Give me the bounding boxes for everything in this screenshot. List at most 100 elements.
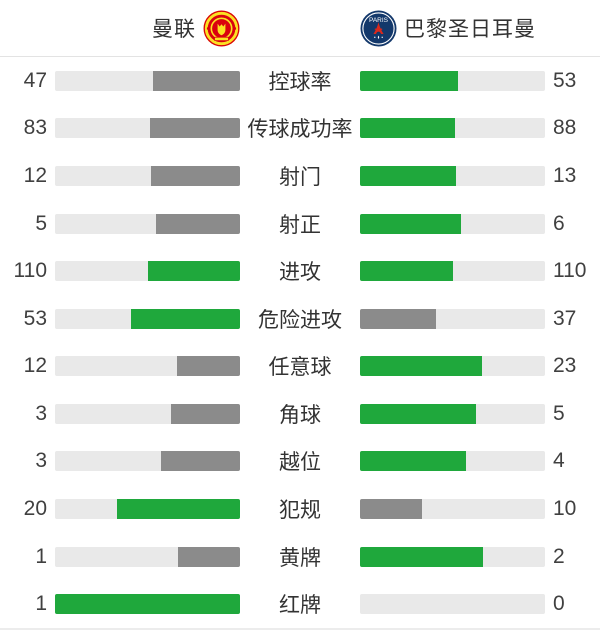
stat-row: 83 传球成功率 88: [0, 105, 600, 153]
home-stat-value: 12: [23, 354, 47, 378]
away-stat-bar-fill: [360, 308, 437, 329]
stat-row: 20 犯规 10: [0, 485, 600, 533]
home-stat-bar: [55, 594, 240, 615]
home-stat-bar: [55, 165, 240, 186]
stat-label: 任意球: [268, 356, 332, 380]
home-stat-bar: [55, 308, 240, 329]
home-stat-value: 1: [35, 544, 47, 568]
home-stat-value: 3: [35, 449, 47, 473]
home-stat-bar: [55, 403, 240, 424]
stat-row: 5 射正 6: [0, 200, 600, 248]
home-stat-bar-fill: [176, 356, 240, 377]
away-stat-value: 13: [553, 163, 577, 187]
away-stat-bar: [360, 118, 545, 139]
away-stat-bar-fill: [360, 261, 453, 282]
away-stat-value: 5: [553, 401, 565, 425]
home-stat-bar: [55, 546, 240, 567]
away-stat-value: 53: [553, 68, 577, 92]
home-stat-value: 53: [23, 306, 47, 330]
home-stat-bar-fill: [178, 546, 240, 567]
away-stat-value: 4: [553, 449, 565, 473]
away-stat-value: 110: [553, 259, 587, 283]
away-stat-bar-fill: [360, 403, 476, 424]
home-stat-bar-fill: [160, 451, 240, 472]
stat-label: 危险进攻: [258, 308, 342, 332]
home-stat-bar: [55, 70, 240, 91]
stat-row: 12 任意球 23: [0, 342, 600, 390]
stat-label: 传球成功率: [247, 118, 353, 142]
away-stat-bar: [360, 70, 545, 91]
away-stat-bar-fill: [360, 451, 466, 472]
stat-row: 3 角球 5: [0, 390, 600, 438]
home-stat-bar-fill: [150, 118, 240, 139]
svg-text:PARIS: PARIS: [369, 17, 389, 24]
stat-label: 红牌: [279, 594, 321, 618]
home-stat-value: 3: [35, 401, 47, 425]
stat-label: 越位: [279, 451, 321, 475]
home-stat-value: 1: [35, 592, 47, 616]
stat-label: 射正: [279, 213, 321, 237]
home-stat-bar: [55, 118, 240, 139]
stat-label: 犯规: [279, 498, 321, 522]
away-team: PARIS 巴黎圣日耳曼: [360, 0, 536, 56]
stat-label: 射门: [279, 165, 321, 189]
stat-label: 黄牌: [279, 546, 321, 570]
home-stat-bar-fill: [170, 403, 240, 424]
stat-label: 进攻: [279, 261, 321, 285]
away-stat-value: 0: [553, 592, 565, 616]
home-stat-bar: [55, 213, 240, 234]
home-stat-value: 110: [13, 259, 47, 283]
home-stat-value: 47: [23, 68, 47, 92]
stats-list: 47 控球率 53 83 传球成功率 88 12: [0, 57, 600, 628]
away-stat-bar: [360, 451, 545, 472]
away-stat-value: 10: [553, 496, 577, 520]
home-stat-bar: [55, 356, 240, 377]
stat-label: 控球率: [268, 70, 332, 94]
away-stat-bar: [360, 403, 545, 424]
home-stat-bar-fill: [147, 261, 240, 282]
away-stat-value: 37: [553, 306, 577, 330]
away-stat-bar-fill: [360, 70, 459, 91]
away-stat-value: 2: [553, 544, 565, 568]
away-stat-bar-fill: [360, 118, 456, 139]
home-stat-bar-fill: [116, 498, 240, 519]
away-stat-bar: [360, 356, 545, 377]
away-stat-bar-fill: [360, 498, 422, 519]
home-team-name: 曼联: [152, 18, 196, 41]
stat-row: 1 黄牌 2: [0, 533, 600, 581]
away-stat-bar: [360, 308, 545, 329]
home-stat-bar-fill: [155, 213, 240, 234]
paris-saint-germain-crest-icon: PARIS: [360, 10, 397, 47]
away-stat-bar: [360, 594, 545, 615]
home-stat-bar-fill: [55, 594, 240, 615]
away-stat-bar: [360, 213, 545, 234]
home-stat-bar-fill: [151, 165, 240, 186]
away-team-name: 巴黎圣日耳曼: [404, 18, 536, 41]
stat-row: 3 越位 4: [0, 438, 600, 486]
home-stat-bar: [55, 451, 240, 472]
stat-row: 1 红牌 0: [0, 580, 600, 628]
home-stat-bar: [55, 498, 240, 519]
away-stat-bar-fill: [360, 165, 457, 186]
away-stat-bar-fill: [360, 213, 461, 234]
home-stat-bar: [55, 261, 240, 282]
away-stat-value: 88: [553, 116, 577, 140]
away-stat-bar: [360, 546, 545, 567]
away-stat-bar: [360, 165, 545, 186]
away-stat-bar: [360, 261, 545, 282]
away-stat-value: 23: [553, 354, 577, 378]
home-stat-bar-fill: [153, 70, 240, 91]
away-stat-bar-fill: [360, 356, 482, 377]
home-stat-value: 83: [23, 116, 47, 140]
away-stat-value: 6: [553, 211, 565, 235]
manchester-united-crest-icon: [203, 10, 240, 47]
stat-row: 12 射门 13: [0, 152, 600, 200]
stat-row: 53 危险进攻 37: [0, 295, 600, 343]
home-stat-value: 5: [35, 211, 47, 235]
away-stat-bar: [360, 498, 545, 519]
home-team: 曼联: [152, 0, 240, 56]
stat-row: 110 进攻 110: [0, 247, 600, 295]
away-stat-bar-fill: [360, 546, 484, 567]
home-stat-value: 12: [23, 163, 47, 187]
